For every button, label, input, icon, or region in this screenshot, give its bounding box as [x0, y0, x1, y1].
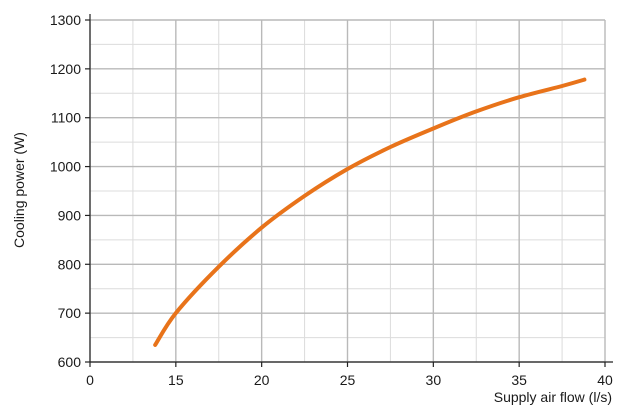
- x-tick-label: 40: [597, 372, 613, 388]
- x-tick-label: 35: [511, 372, 527, 388]
- y-axis-title: Cooling power (W): [11, 132, 27, 248]
- y-tick-label: 1000: [50, 159, 81, 175]
- x-tick-label: 30: [426, 372, 442, 388]
- y-tick-label: 600: [58, 354, 82, 370]
- y-tick-label: 1100: [51, 110, 81, 126]
- y-tick-label: 1300: [50, 12, 81, 28]
- x-tick-label: 20: [254, 372, 270, 388]
- y-tick-label: 1200: [50, 61, 81, 77]
- grid: [89, 14, 613, 363]
- x-axis-title: Supply air flow (l/s): [494, 389, 612, 405]
- x-tick-label: 15: [168, 372, 184, 388]
- tick-labels: 600 700 800 900 1000 1100 1200 1300 0 15 20 25 30 35 4…: [50, 12, 613, 388]
- x-tick-label: 25: [340, 372, 356, 388]
- y-tick-label: 700: [58, 305, 82, 321]
- x-tick-label: 0: [86, 372, 94, 388]
- y-tick-label: 900: [58, 207, 82, 223]
- series-layer: [153, 77, 587, 347]
- cooling-power-line: [153, 77, 587, 347]
- y-tick-label: 800: [58, 256, 82, 272]
